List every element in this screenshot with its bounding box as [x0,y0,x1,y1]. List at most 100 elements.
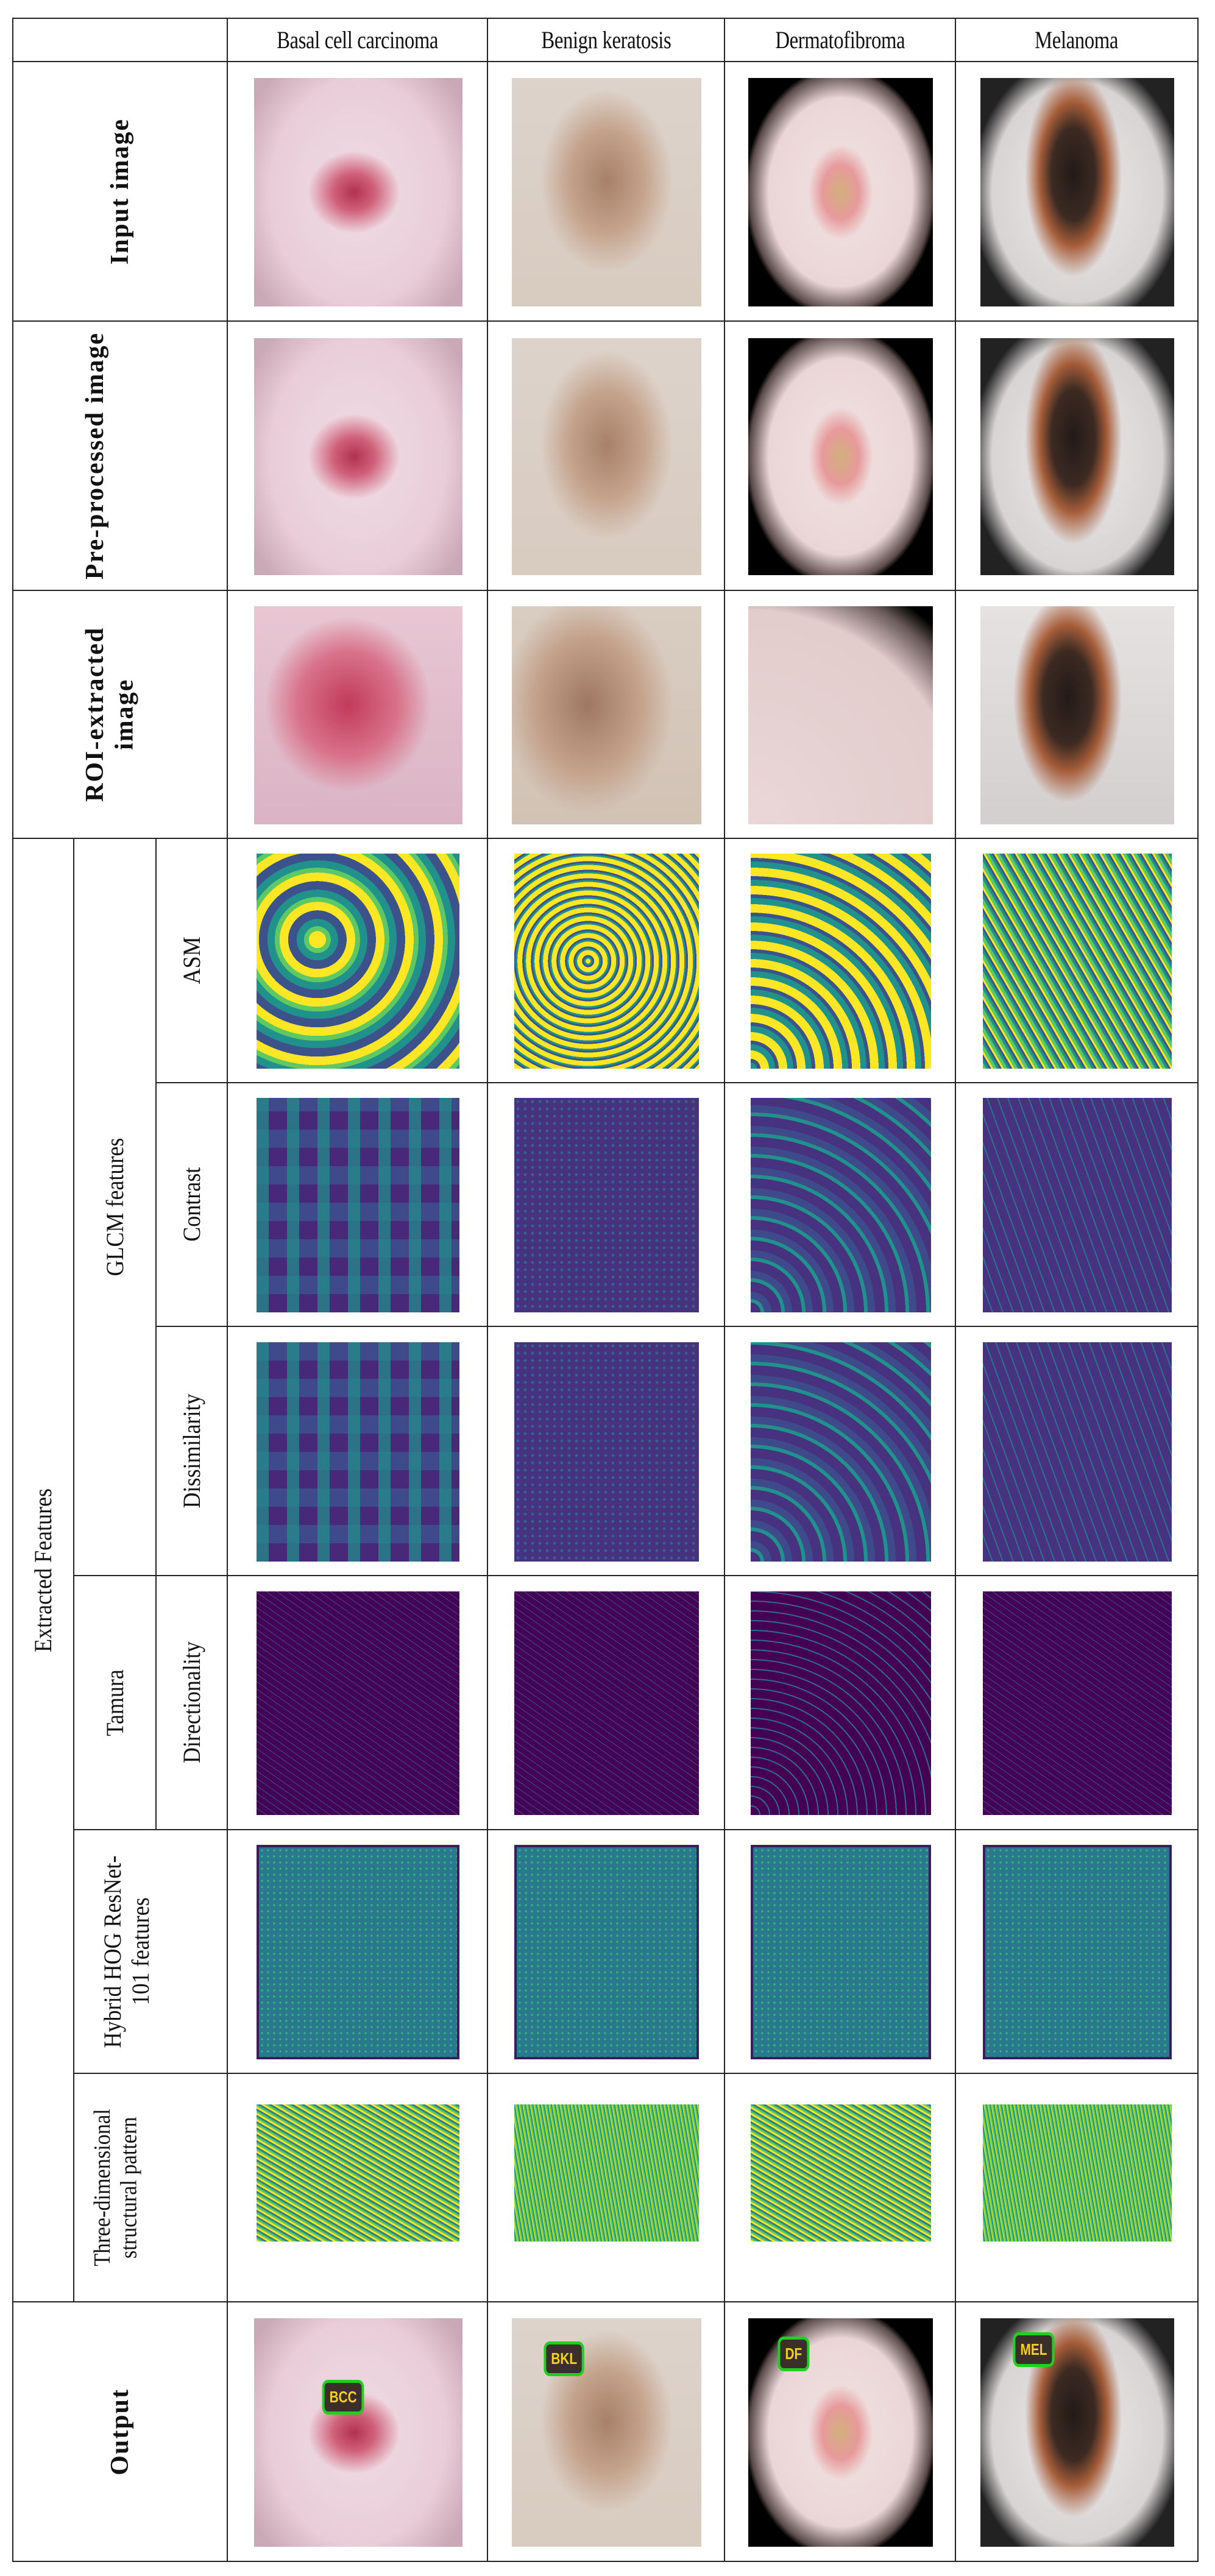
preprocessed-image [748,338,933,575]
cell-roi-1 [487,590,725,839]
cell-directionality-0 [227,1575,488,1830]
cell-input-2 [724,61,956,322]
directionality-image [514,1591,699,1815]
class-badge: BCC [322,2380,364,2415]
roi-image [512,606,701,824]
threed-image [257,2104,459,2242]
cell-input-0 [227,61,488,322]
hog-image [983,1845,1172,2059]
column-label: Basal cell carcinoma [276,26,438,54]
dissimilarity-image [983,1342,1172,1562]
cell-directionality-2 [724,1575,956,1830]
cell-output-3: MEL [955,2301,1199,2562]
row-label-glcm: GLCM features [73,838,157,1576]
roi-image [748,606,933,824]
class-badge: DF [778,2337,810,2371]
cell-contrast-0 [227,1082,488,1327]
contrast-image [983,1098,1172,1312]
cell-output-1: BKL [487,2301,725,2562]
output-image: BKL [512,2318,701,2547]
cell-asm-1 [487,838,725,1083]
cell-dissimilarity-0 [227,1326,488,1576]
cell-roi-3 [955,590,1199,839]
column-label: Dermatofibroma [775,26,905,54]
row-label-extracted-features: Extracted Features [12,838,74,2302]
contrast-image [257,1098,459,1312]
column-header-df: Dermatofibroma [724,18,956,62]
cell-threed-3 [955,2073,1199,2302]
hog-image [257,1845,459,2059]
cell-hog-3 [955,1829,1199,2074]
row-label-preprocessed: Pre-processed image [12,320,228,591]
input-image [254,78,462,306]
output-image: DF [748,2318,933,2547]
contrast-image [751,1098,931,1312]
cell-output-0: BCC [227,2301,488,2562]
asm-image [257,854,459,1069]
asm-image [751,854,931,1069]
roi-image [254,606,462,824]
cell-dissimilarity-3 [955,1326,1199,1576]
header-corner [12,18,228,62]
input-image [512,78,701,306]
cell-directionality-1 [487,1575,725,1830]
asm-image [983,854,1172,1069]
output-image: BCC [254,2318,462,2547]
cell-preprocessed-1 [487,320,725,591]
column-label: Melanoma [1035,26,1119,54]
output-image: MEL [980,2318,1174,2547]
row-label-roi: ROI-extracted image [12,590,228,839]
class-badge: BKL [544,2341,585,2376]
cell-dissimilarity-2 [724,1326,956,1576]
column-header-mel: Melanoma [955,18,1199,62]
row-label-output: Output [12,2301,228,2562]
class-badge: MEL [1013,2332,1055,2367]
preprocessed-image [512,338,701,575]
cell-asm-2 [724,838,956,1083]
threed-image [751,2104,931,2242]
cell-threed-1 [487,2073,725,2302]
column-header-bkl: Benign keratosis [487,18,725,62]
cell-contrast-1 [487,1082,725,1327]
row-label-hog: Hybrid HOG ResNet-101 features [73,1829,228,2074]
row-label-tamura: Tamura [73,1575,157,1830]
contrast-image [514,1098,699,1312]
directionality-image [257,1591,459,1815]
cell-contrast-2 [724,1082,956,1327]
row-label-directionality: Directionality [155,1575,228,1830]
dissimilarity-image [257,1342,459,1562]
roi-image [980,606,1174,824]
asm-image [514,854,699,1069]
row-label-input: Input image [12,61,228,322]
cell-preprocessed-0 [227,320,488,591]
threed-image [983,2104,1172,2242]
cell-hog-1 [487,1829,725,2074]
cell-asm-0 [227,838,488,1083]
input-image [748,78,933,306]
cell-directionality-3 [955,1575,1199,1830]
cell-roi-0 [227,590,488,839]
hog-image [751,1845,931,2059]
directionality-image [983,1591,1172,1815]
column-label: Benign keratosis [541,26,671,54]
cell-hog-0 [227,1829,488,2074]
row-label-contrast: Contrast [155,1082,228,1327]
cell-dissimilarity-1 [487,1326,725,1576]
cell-threed-2 [724,2073,956,2302]
preprocessed-image [980,338,1174,575]
cell-roi-2 [724,590,956,839]
row-label-dissimilarity: Dissimilarity [155,1326,228,1576]
column-header-bcc: Basal cell carcinoma [227,18,488,62]
cell-contrast-3 [955,1082,1199,1327]
hog-image [514,1845,699,2059]
cell-input-1 [487,61,725,322]
cell-preprocessed-2 [724,320,956,591]
dissimilarity-image [514,1342,699,1562]
cell-hog-2 [724,1829,956,2074]
row-label-asm: ASM [155,838,228,1083]
row-label-3d-pattern: Three-dimensional structural pattern [73,2073,228,2302]
cell-input-3 [955,61,1199,322]
dissimilarity-image [751,1342,931,1562]
cell-threed-0 [227,2073,488,2302]
directionality-image [751,1591,931,1815]
